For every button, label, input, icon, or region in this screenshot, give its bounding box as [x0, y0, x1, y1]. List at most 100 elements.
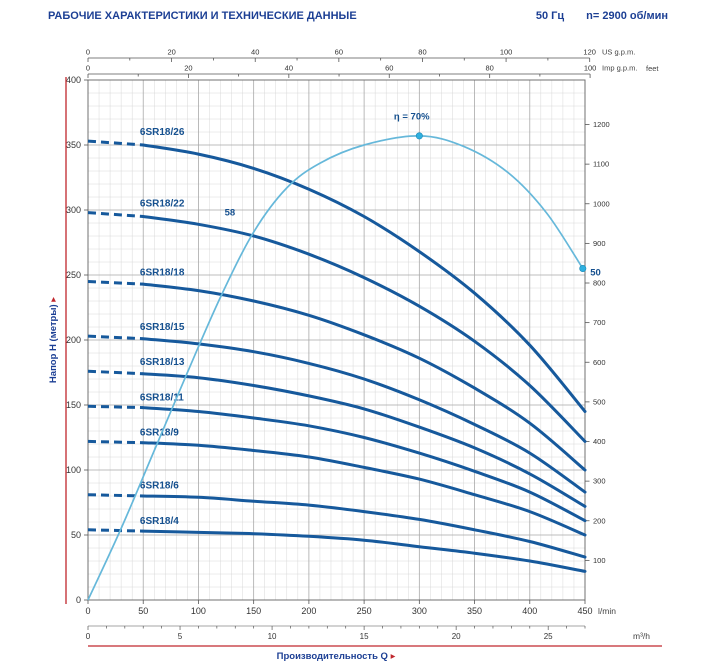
curve-label-6SR18/15: 6SR18/15 — [140, 322, 185, 333]
svg-text:400: 400 — [593, 437, 606, 446]
svg-text:5: 5 — [178, 632, 183, 641]
curve-label-6SR18/18: 6SR18/18 — [140, 268, 185, 279]
svg-text:700: 700 — [593, 318, 606, 327]
axis-feet: 100 200 300 400 500 600 700 800 900 1000 1100 1200 f… — [585, 64, 659, 565]
svg-text:100: 100 — [191, 606, 206, 616]
svg-text:300: 300 — [412, 606, 427, 616]
curve-6SR18/9 — [141, 441, 587, 537]
svg-text:300: 300 — [66, 205, 81, 215]
efficiency-marker — [415, 132, 423, 140]
axis-us-gpm: 0 20 40 60 80 100 120 US g.p.m. — [86, 48, 635, 62]
svg-text:350: 350 — [467, 606, 482, 616]
curve-dashed-6SR18/13 — [87, 369, 144, 376]
svg-text:50: 50 — [71, 530, 81, 540]
svg-text:200: 200 — [593, 516, 606, 525]
svg-text:600: 600 — [593, 358, 606, 367]
y-axis-title: Напор H (метры) ▸ — [48, 297, 59, 383]
svg-text:100: 100 — [584, 64, 597, 73]
curve-label-6SR18/9: 6SR18/9 — [140, 427, 179, 438]
svg-text:20: 20 — [452, 632, 461, 641]
frequency-label: 50 Гц — [535, 10, 565, 22]
x-axis-title: Производительность Q ▸ — [277, 651, 396, 662]
svg-text:150: 150 — [246, 606, 261, 616]
svg-text:60: 60 — [335, 48, 343, 57]
axis-m3h-unit: m³/h — [633, 631, 650, 641]
axis-metres: 0 50 100 150 200 250 300 350 400 — [66, 75, 88, 605]
svg-text:1200: 1200 — [593, 120, 610, 129]
axis-lmin: 0 50 100 150 200 250 300 350 400 450 l/min — [85, 600, 616, 616]
svg-text:10: 10 — [268, 632, 277, 641]
curve-label-6SR18/4: 6SR18/4 — [140, 516, 179, 527]
header-right: 50 Гц n= 2900 об/мин — [536, 10, 668, 22]
svg-text:300: 300 — [593, 477, 606, 486]
curve-6SR18/18 — [141, 282, 587, 472]
efficiency-annotation: 50 — [590, 267, 601, 278]
svg-text:120: 120 — [583, 48, 596, 57]
axis-us-gpm-unit: US g.p.m. — [602, 48, 635, 57]
curve-6SR18/22 — [141, 215, 587, 443]
svg-text:1100: 1100 — [593, 160, 609, 169]
axis-imp-gpm: 0 20 40 60 80 100 Imp g.p.m. — [86, 64, 637, 78]
speed-label: n= 2900 об/мин — [586, 10, 668, 22]
svg-text:15: 15 — [360, 632, 369, 641]
pump-curves: 6SR18/26 6SR18/22 6SR18/18 6SR18/15 6SR18/13… — [87, 127, 587, 573]
axis-lmin-unit: l/min — [598, 606, 616, 616]
svg-text:400: 400 — [522, 606, 537, 616]
curve-dashed-6SR18/15 — [87, 334, 144, 341]
curve-6SR18/4 — [141, 529, 587, 573]
curve-6SR18/15 — [141, 337, 587, 494]
efficiency-annotation: η = 70% — [394, 111, 430, 122]
curve-dashed-6SR18/6 — [87, 493, 144, 498]
svg-text:0: 0 — [85, 606, 90, 616]
curve-6SR18/6 — [141, 494, 587, 559]
svg-text:500: 500 — [593, 397, 606, 406]
svg-text:25: 25 — [544, 632, 553, 641]
curve-dashed-6SR18/4 — [87, 528, 144, 533]
svg-text:100: 100 — [500, 48, 513, 57]
svg-text:350: 350 — [66, 140, 81, 150]
efficiency-path — [87, 135, 584, 601]
axis-feet-unit: feet — [646, 64, 659, 73]
svg-text:1000: 1000 — [593, 199, 610, 208]
svg-text:100: 100 — [593, 556, 606, 565]
svg-text:0: 0 — [86, 64, 90, 73]
efficiency-annotation: 58 — [225, 208, 236, 219]
axis-imp-gpm-unit: Imp g.p.m. — [602, 64, 637, 73]
curve-label-6SR18/6: 6SR18/6 — [140, 481, 179, 492]
curve-label-6SR18/13: 6SR18/13 — [140, 357, 185, 368]
svg-text:0: 0 — [86, 48, 90, 57]
svg-text:60: 60 — [385, 64, 393, 73]
svg-text:50: 50 — [138, 606, 148, 616]
svg-text:900: 900 — [593, 239, 606, 248]
curve-label-6SR18/11: 6SR18/11 — [140, 392, 184, 403]
svg-text:450: 450 — [577, 606, 592, 616]
svg-text:400: 400 — [66, 75, 81, 85]
svg-text:0: 0 — [76, 595, 81, 605]
svg-text:250: 250 — [357, 606, 372, 616]
curve-label-6SR18/22: 6SR18/22 — [140, 199, 185, 210]
curve-dashed-6SR18/26 — [87, 139, 144, 147]
efficiency-marker — [579, 264, 587, 272]
curve-6SR18/13 — [141, 372, 587, 508]
svg-text:20: 20 — [184, 64, 192, 73]
svg-text:20: 20 — [167, 48, 175, 57]
page-title: РАБОЧИЕ ХАРАКТЕРИСТИКИ И ТЕХНИЧЕСКИЕ ДАН… — [48, 10, 357, 22]
curve-dashed-6SR18/11 — [87, 404, 144, 410]
curve-dashed-6SR18/18 — [87, 280, 144, 286]
curve-dashed-6SR18/22 — [87, 211, 144, 218]
curve-6SR18/26 — [141, 143, 587, 413]
svg-text:80: 80 — [486, 64, 494, 73]
curve-dashed-6SR18/9 — [87, 439, 144, 445]
efficiency-curve: 58 η = 70% 50 — [87, 111, 601, 601]
svg-text:40: 40 — [251, 48, 259, 57]
svg-text:250: 250 — [66, 270, 81, 280]
svg-text:0: 0 — [86, 632, 91, 641]
svg-text:80: 80 — [418, 48, 426, 57]
svg-text:150: 150 — [66, 400, 81, 410]
header: РАБОЧИЕ ХАРАКТЕРИСТИКИ И ТЕХНИЧЕСКИЕ ДАН… — [48, 10, 668, 22]
svg-text:200: 200 — [66, 335, 81, 345]
svg-text:800: 800 — [593, 279, 606, 288]
curve-6SR18/11 — [141, 406, 587, 523]
